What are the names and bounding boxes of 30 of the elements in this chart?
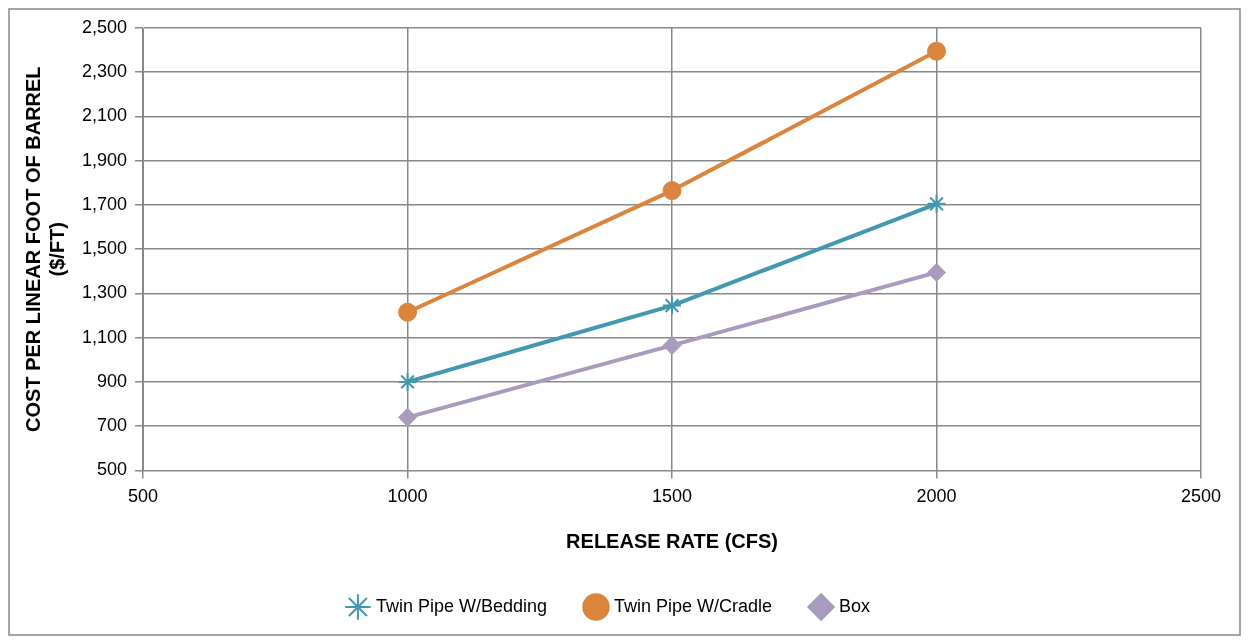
y-tick-label: 1,300 (82, 282, 128, 303)
point (662, 295, 683, 316)
point (398, 407, 418, 427)
x-tick-label: 1000 (387, 486, 428, 507)
x-tick-label: 2000 (916, 486, 957, 507)
x-tick-label: 500 (128, 486, 159, 507)
y-tick-label: 500 (97, 459, 128, 480)
y-tick-label: 1,100 (82, 326, 128, 347)
point (927, 262, 947, 282)
y-tick-label: 700 (97, 415, 128, 436)
point (662, 335, 682, 355)
point (662, 181, 682, 201)
x-tick-label: 1500 (652, 486, 693, 507)
x-tick-label: 2500 (1180, 486, 1222, 507)
legend-label: Twin Pipe W/Cradle (614, 595, 773, 616)
legend-label: Twin Pipe W/Bedding (375, 595, 548, 616)
x-axis-title: RELEASE RATE (CFS) (566, 529, 778, 552)
legend-label: Box (839, 595, 871, 616)
y-tick-label: 1,500 (82, 238, 128, 259)
y-axis-title: COST PER LINEAR FOOT OF BARREL ($/FT) (21, 66, 68, 432)
y-tick-label: 1,700 (82, 193, 128, 214)
y-tick-label: 2,500 (82, 16, 128, 37)
y-tick-label: 2,300 (82, 61, 128, 82)
y-tick-label: 2,100 (82, 105, 128, 126)
point (397, 371, 418, 392)
y-tick-label: 1,900 (82, 149, 128, 170)
point (398, 302, 418, 322)
y-tick-label: 900 (97, 370, 128, 391)
point (927, 41, 947, 61)
point (926, 193, 947, 214)
